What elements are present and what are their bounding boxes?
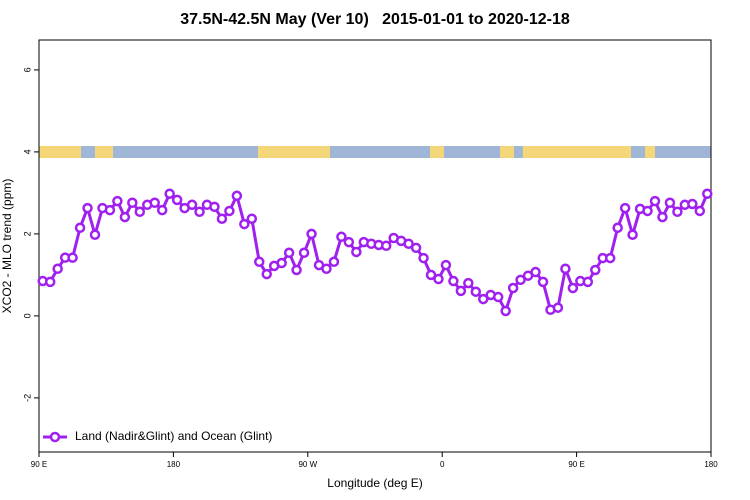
data-point bbox=[380, 240, 392, 252]
land-ocean-strip bbox=[39, 146, 711, 158]
y-tick-label: 0 bbox=[22, 313, 32, 318]
data-point bbox=[627, 229, 638, 240]
data-point bbox=[171, 194, 183, 206]
data-point bbox=[604, 252, 616, 264]
data-point bbox=[224, 205, 235, 217]
data-point bbox=[470, 286, 482, 297]
data-point bbox=[515, 274, 526, 286]
data-point bbox=[694, 205, 706, 217]
data-point bbox=[119, 211, 131, 223]
data-point bbox=[336, 231, 347, 243]
data-point bbox=[500, 305, 511, 317]
data-point bbox=[530, 266, 541, 278]
data-point bbox=[590, 264, 601, 276]
data-point bbox=[612, 222, 623, 234]
data-point bbox=[104, 204, 116, 216]
data-point bbox=[582, 276, 594, 288]
data-point bbox=[239, 218, 250, 230]
data-point bbox=[306, 228, 317, 240]
data-point bbox=[164, 188, 175, 199]
legend-marker bbox=[49, 431, 61, 443]
y-tick-label: 6 bbox=[22, 67, 32, 72]
y-tick-label: -2 bbox=[22, 394, 32, 402]
data-point bbox=[194, 206, 205, 218]
data-point bbox=[687, 198, 698, 210]
data-point bbox=[298, 247, 310, 259]
data-point bbox=[67, 252, 78, 263]
data-point bbox=[74, 222, 86, 234]
data-point bbox=[209, 201, 220, 213]
data-point bbox=[44, 276, 56, 288]
data-point bbox=[425, 269, 437, 281]
data-point bbox=[403, 238, 414, 249]
data-point bbox=[410, 242, 422, 254]
x-tick-label: 0 bbox=[440, 460, 445, 469]
data-point bbox=[351, 246, 362, 258]
data-point bbox=[657, 211, 668, 223]
data-point bbox=[246, 213, 258, 224]
data-point bbox=[186, 199, 198, 211]
data-point bbox=[82, 202, 93, 214]
data-point bbox=[649, 195, 661, 207]
x-tick-label: 180 bbox=[167, 460, 181, 469]
data-point bbox=[492, 291, 504, 303]
data-point bbox=[440, 259, 452, 271]
y-tick-label: 4 bbox=[22, 149, 32, 154]
x-axis-label: Longitude (deg E) bbox=[327, 476, 422, 490]
data-point bbox=[276, 257, 287, 269]
data-point bbox=[567, 282, 579, 294]
data-point bbox=[52, 263, 63, 275]
data-point bbox=[254, 256, 265, 268]
chart-title: 37.5N-42.5N May (Ver 10) 2015-01-01 to 2… bbox=[180, 11, 570, 28]
data-point bbox=[231, 190, 243, 202]
data-point bbox=[261, 268, 272, 280]
data-point bbox=[537, 276, 549, 288]
data-point bbox=[664, 197, 676, 209]
data-point bbox=[343, 236, 355, 248]
data-point bbox=[291, 264, 302, 276]
plot-frame bbox=[38, 39, 712, 453]
data-point bbox=[455, 285, 467, 297]
data-point bbox=[418, 252, 429, 264]
x-tick-label: 90 W bbox=[298, 460, 317, 469]
data-point bbox=[156, 204, 168, 216]
data-point bbox=[507, 282, 519, 294]
data-point bbox=[552, 302, 564, 313]
x-tick-label: 90 E bbox=[31, 460, 47, 469]
data-point bbox=[560, 263, 571, 275]
data-point bbox=[619, 202, 631, 214]
data-point bbox=[642, 205, 653, 217]
data-point bbox=[149, 197, 160, 209]
legend-label: Land (Nadir&Glint) and Ocean (Glint) bbox=[75, 429, 272, 443]
data-point bbox=[433, 273, 444, 285]
data-point bbox=[702, 188, 713, 199]
data-point bbox=[283, 247, 295, 259]
x-tick-label: 180 bbox=[704, 460, 718, 469]
data-point bbox=[216, 213, 228, 224]
data-point bbox=[478, 293, 489, 305]
y-axis-label: XCO2 - MLO trend (ppm) bbox=[0, 179, 14, 314]
data-point bbox=[127, 197, 138, 209]
data-point bbox=[321, 263, 332, 275]
data-point bbox=[112, 195, 123, 207]
data-point bbox=[89, 229, 101, 240]
data-point bbox=[672, 206, 683, 218]
data-point bbox=[448, 275, 459, 287]
data-point bbox=[463, 277, 474, 289]
y-tick-label: 2 bbox=[22, 231, 32, 236]
data-point bbox=[134, 206, 146, 218]
data-point bbox=[328, 256, 340, 268]
x-tick-label: 90 E bbox=[568, 460, 584, 469]
